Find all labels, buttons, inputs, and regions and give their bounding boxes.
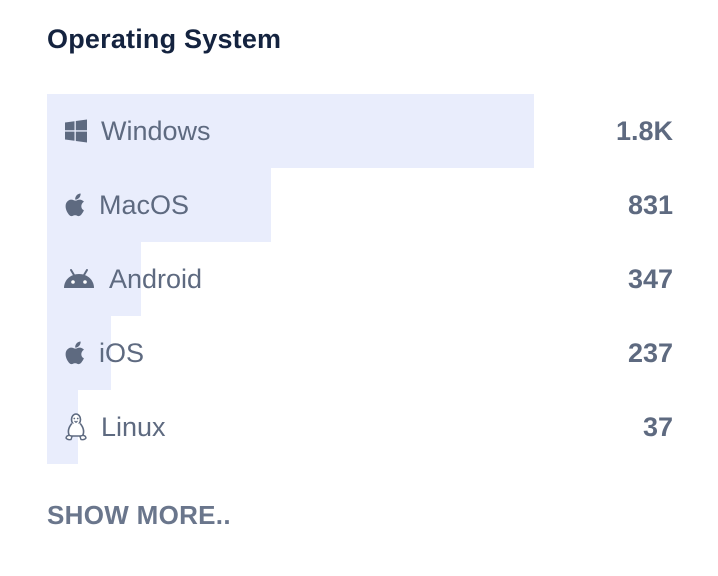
windows-icon bbox=[63, 118, 89, 144]
share-bar bbox=[47, 242, 141, 316]
list-item-android[interactable]: Android 347 bbox=[47, 242, 673, 316]
list-item-linux[interactable]: Linux 37 bbox=[47, 390, 673, 464]
show-more-link[interactable]: SHOW MORE.. bbox=[47, 500, 231, 530]
list-item-ios[interactable]: iOS 237 bbox=[47, 316, 673, 390]
share-bar bbox=[47, 168, 272, 242]
os-count: 1.8K bbox=[615, 116, 673, 146]
os-label: Windows bbox=[101, 115, 211, 146]
os-label: MacOS bbox=[99, 189, 190, 220]
list-item-macos[interactable]: MacOS 831 bbox=[47, 168, 673, 242]
os-label: iOS bbox=[99, 337, 145, 368]
apple-icon bbox=[63, 192, 89, 218]
os-list: Windows 1.8K MacOS 831 bbox=[47, 94, 673, 464]
os-count: 237 bbox=[627, 338, 673, 368]
panel-title: Operating System bbox=[47, 24, 282, 54]
list-item-windows[interactable]: Windows 1.8K bbox=[47, 94, 673, 168]
operating-system-panel: Operating System Windows 1.8K bbox=[47, 0, 673, 576]
apple-icon bbox=[63, 340, 89, 366]
android-icon bbox=[63, 266, 95, 292]
share-bar bbox=[47, 94, 535, 168]
os-count: 37 bbox=[642, 412, 673, 442]
os-count: 831 bbox=[627, 190, 673, 220]
os-label: Android bbox=[109, 263, 203, 294]
os-count: 347 bbox=[627, 264, 673, 294]
linux-icon bbox=[63, 413, 89, 441]
os-label: Linux bbox=[101, 411, 166, 442]
